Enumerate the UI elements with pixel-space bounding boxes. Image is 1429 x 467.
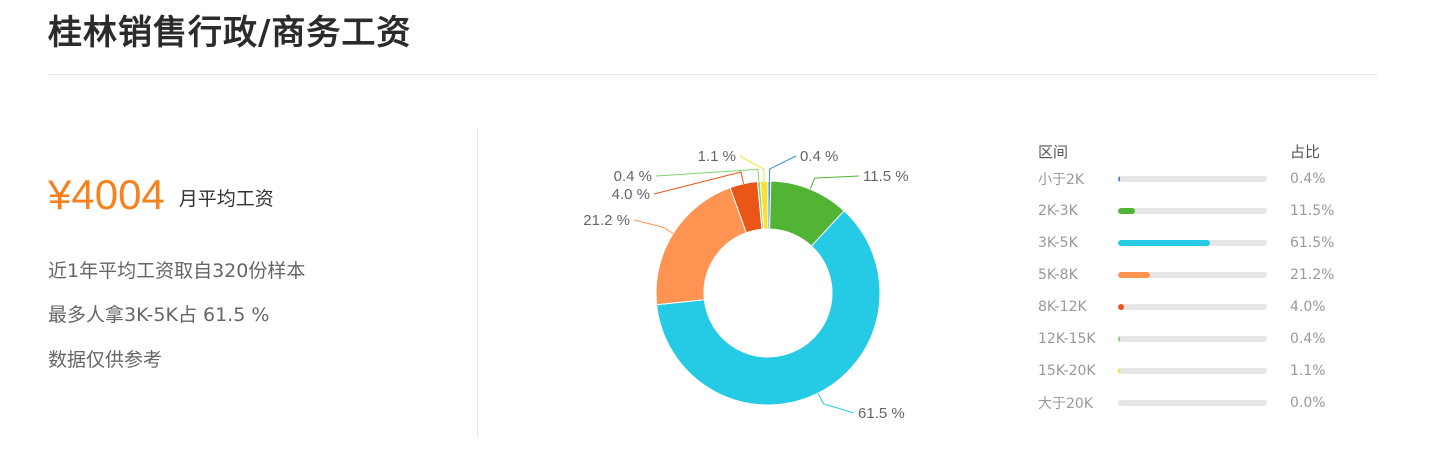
share-bar-track-over-20k	[1118, 399, 1267, 406]
share-bar-8k-12k	[1118, 303, 1124, 310]
share-label-8k-12k: 4.0%	[1290, 298, 1326, 315]
donut-slice-15k-20k	[759, 180, 769, 230]
share-bar-track-3k-5k	[1118, 239, 1267, 246]
donut-slice-5k-8k	[655, 186, 747, 306]
share-bar-15k-20k	[1118, 367, 1120, 374]
range-label-under-2k: 小于2K	[1038, 171, 1085, 188]
average-salary-label: 月平均工资	[178, 188, 274, 210]
leader-line-15k-20k	[739, 155, 765, 182]
range-label-5k-8k: 5K-8K	[1038, 266, 1078, 283]
range-label-over-20k: 大于20K	[1038, 395, 1093, 412]
sample-info: 近1年平均工资取自320份样本	[48, 260, 306, 282]
data-label-12k-15k: 0.4 %	[614, 168, 652, 185]
legend-header: 区间 占比	[1038, 138, 1358, 166]
leader-line-12k-15k	[655, 168, 760, 182]
salary-summary: ¥4004 月平均工资 近1年平均工资取自320份样本 最多人拿3K-5K占 6…	[48, 160, 468, 371]
leader-line-under-2k	[768, 155, 797, 182]
page-title: 桂林销售行政/商务工资	[48, 13, 412, 53]
salary-range-legend: 区间 占比 小于2K 0.4% 2K-3K 11.5% 3K-5K 61.5% 5K-8K 2…	[1038, 138, 1358, 422]
average-salary-value: ¥4004	[48, 171, 165, 218]
share-bar-track-8k-12k	[1118, 303, 1267, 310]
leader-line-3k-5k	[817, 392, 855, 414]
share-bar-5k-8k	[1118, 271, 1150, 278]
data-label-3k-5k: 61.5 %	[858, 405, 905, 422]
range-label-2k-3k: 2K-3K	[1038, 202, 1078, 219]
share-bar-3k-5k	[1118, 239, 1210, 246]
donut-slice-3k-5k	[656, 210, 881, 406]
title-divider	[48, 74, 1378, 75]
share-label-2k-3k: 11.5%	[1290, 202, 1335, 219]
range-label-3k-5k: 3K-5K	[1038, 234, 1078, 251]
leader-line-8k-12k	[653, 171, 745, 195]
data-label-8k-12k: 4.0 %	[612, 186, 650, 203]
legend-rows: 小于2K 0.4% 2K-3K 11.5% 3K-5K 61.5% 5K-8K 21.2% 8K…	[1038, 166, 1358, 422]
data-label-5k-8k: 21.2 %	[583, 212, 630, 229]
range-label-15k-20k: 15K-20K	[1038, 362, 1096, 379]
legend-row-over-20k: 大于20K 0.0%	[1038, 390, 1358, 422]
range-label-8k-12k: 8K-12K	[1038, 298, 1087, 315]
legend-row-12k-15k: 12K-15K 0.4%	[1038, 326, 1358, 358]
share-bar-track-under-2k	[1118, 175, 1267, 182]
legend-row-3k-5k: 3K-5K 61.5%	[1038, 230, 1358, 262]
leader-line-5k-8k	[633, 219, 674, 234]
share-bar-2k-3k	[1118, 207, 1136, 214]
range-label-12k-15k: 12K-15K	[1038, 330, 1096, 347]
range-column-header: 区间	[1038, 143, 1069, 161]
share-column-header: 占比	[1290, 143, 1321, 161]
legend-row-15k-20k: 15K-20K 1.1%	[1038, 358, 1358, 390]
share-bar-track-5k-8k	[1118, 271, 1267, 278]
share-bar-track-15k-20k	[1118, 367, 1267, 374]
share-label-under-2k: 0.4%	[1290, 170, 1326, 187]
share-label-12k-15k: 0.4%	[1290, 330, 1326, 347]
share-bar-12k-15k	[1118, 335, 1120, 342]
reference-note: 数据仅供参考	[48, 349, 163, 371]
data-label-2k-3k: 11.5 %	[863, 168, 909, 185]
most-common-range-info: 最多人拿3K-5K占 61.5 %	[48, 304, 270, 326]
donut-chart-svg: 0.4 %11.5 %61.5 %21.2 %4.0 %0.4 %1.1 %	[583, 148, 909, 422]
vertical-divider	[477, 128, 478, 438]
salary-row: ¥4004 月平均工资	[48, 160, 468, 220]
share-label-5k-8k: 21.2%	[1290, 266, 1335, 283]
leader-line-2k-3k	[809, 175, 860, 190]
legend-row-under-2k: 小于2K 0.4%	[1038, 166, 1358, 198]
legend-row-2k-3k: 2K-3K 11.5%	[1038, 198, 1358, 230]
share-bar-under-2k	[1118, 175, 1120, 182]
share-bar-track-12k-15k	[1118, 335, 1267, 342]
share-label-3k-5k: 61.5%	[1290, 234, 1335, 251]
data-label-under-2k: 0.4 %	[800, 148, 838, 165]
share-label-over-20k: 0.0%	[1290, 394, 1326, 411]
legend-row-5k-8k: 5K-8K 21.2%	[1038, 262, 1358, 294]
legend-row-8k-12k: 8K-12K 4.0%	[1038, 294, 1358, 326]
share-bar-track-2k-3k	[1118, 207, 1267, 214]
data-label-15k-20k: 1.1 %	[698, 148, 736, 165]
share-label-15k-20k: 1.1%	[1290, 362, 1326, 379]
salary-donut-chart: 0.4 % 11.5 % 61.5 % 21.2 % 4.0 % 0.4 % 1.1 %	[560, 130, 980, 440]
